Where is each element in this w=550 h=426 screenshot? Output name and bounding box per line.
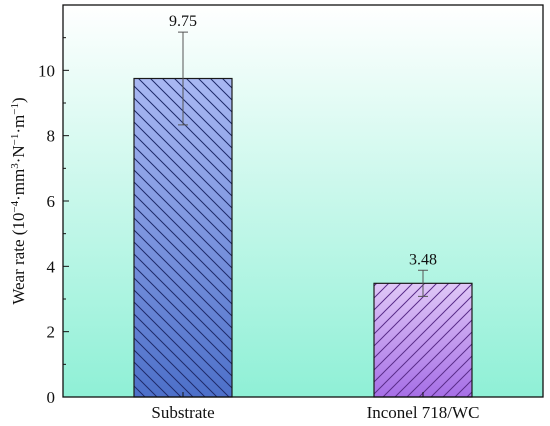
y-tick-label-0: 0 <box>47 388 56 407</box>
data-label-0: 9.75 <box>169 13 197 30</box>
y-tick-label-3: 6 <box>47 192 56 211</box>
y-axis-title: Wear rate (10−4·mm3·N−1·m−1) <box>9 97 28 304</box>
bar-hatch-0 <box>133 77 233 398</box>
y-tick-label-5: 10 <box>38 61 55 80</box>
error-bars-group <box>178 31 428 297</box>
x-tick-label-1: Inconel 718/WC <box>367 403 480 422</box>
bars-group <box>133 77 473 398</box>
y-axis-ticks: 0 2 4 6 8 10 <box>38 37 69 407</box>
y-tick-label-1: 2 <box>47 323 56 342</box>
x-axis-ticks: Substrate Inconel 718/WC <box>151 392 479 422</box>
y-tick-label-2: 4 <box>47 257 56 276</box>
x-tick-label-0: Substrate <box>151 403 214 422</box>
data-labels-group: 9.75 3.48 <box>169 13 437 268</box>
bar-hatch-1 <box>373 282 473 398</box>
y-tick-label-4: 8 <box>47 127 56 146</box>
data-label-1: 3.48 <box>409 251 437 268</box>
